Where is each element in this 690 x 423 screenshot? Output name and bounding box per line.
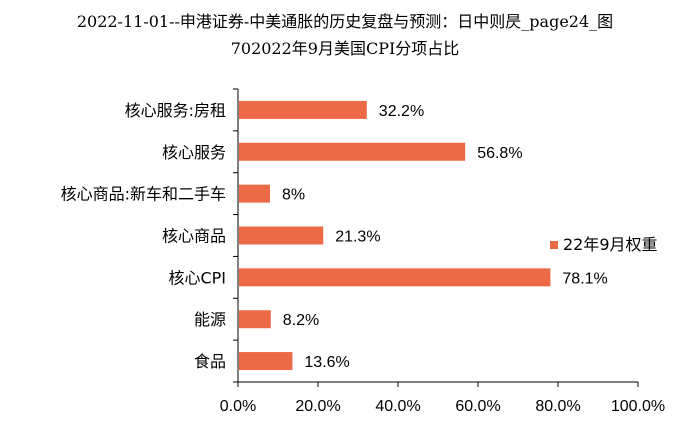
bar xyxy=(239,227,323,245)
x-tick-label: 0.0% xyxy=(220,398,256,415)
category-label: 核心服务:房租 xyxy=(125,101,226,120)
data-label: 8.2% xyxy=(283,312,319,329)
data-label: 13.6% xyxy=(304,354,349,371)
data-label: 21.3% xyxy=(335,229,380,246)
bar xyxy=(239,352,292,370)
data-label: 8% xyxy=(282,187,305,204)
legend-swatch xyxy=(550,241,558,249)
legend-label: 22年9月权重 xyxy=(563,235,658,254)
data-label: 78.1% xyxy=(562,270,607,287)
data-label: 56.8% xyxy=(477,145,522,162)
x-tick-label: 100.0% xyxy=(611,398,665,415)
bar xyxy=(239,185,270,203)
category-label: 核心商品:新车和二手车 xyxy=(61,185,226,204)
bar xyxy=(239,268,550,286)
x-tick-label: 80.0% xyxy=(535,398,580,415)
x-tick-label: 60.0% xyxy=(455,398,500,415)
bar xyxy=(239,101,367,119)
x-tick-label: 40.0% xyxy=(375,398,420,415)
bar xyxy=(239,143,465,161)
bar xyxy=(239,310,271,328)
category-label: 核心CPI xyxy=(168,268,226,287)
category-label: 食品 xyxy=(194,352,226,371)
data-label: 32.2% xyxy=(379,103,424,120)
category-label: 核心商品 xyxy=(162,227,226,246)
category-label: 能源 xyxy=(194,310,226,329)
category-label: 核心服务 xyxy=(162,143,226,162)
x-tick-label: 20.0% xyxy=(295,398,340,415)
